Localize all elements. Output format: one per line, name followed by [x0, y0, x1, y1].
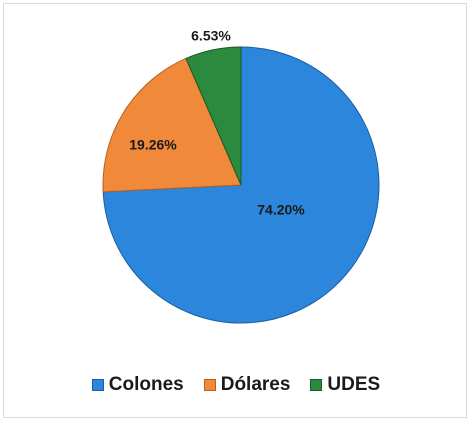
- data-label-dolares: 19.26%: [129, 137, 177, 153]
- legend-item-dolares: Dólares: [203, 374, 291, 395]
- legend-swatch-dolares: [203, 379, 216, 391]
- legend-swatch-colones: [91, 379, 104, 391]
- data-label-udes: 6.53%: [191, 28, 231, 44]
- data-label-colones: 74.20%: [257, 202, 305, 218]
- pie-data-labels: 74.20% 19.26% 6.53%: [129, 28, 305, 218]
- legend-label-dolares: Dólares: [220, 374, 291, 395]
- legend-item-udes: UDES: [310, 375, 380, 395]
- legend-swatch-udes: [310, 379, 323, 391]
- pie-slice-dolares: [102, 57, 242, 193]
- legend-label-colones: Colones: [108, 374, 184, 395]
- pie-slices: [102, 46, 380, 324]
- chart-legend: Colones Dólares UDES: [0, 373, 472, 397]
- legend-label-udes: UDES: [327, 374, 381, 395]
- pie-slice-udes: [185, 46, 242, 186]
- legend-item-colones: Colones: [91, 374, 184, 395]
